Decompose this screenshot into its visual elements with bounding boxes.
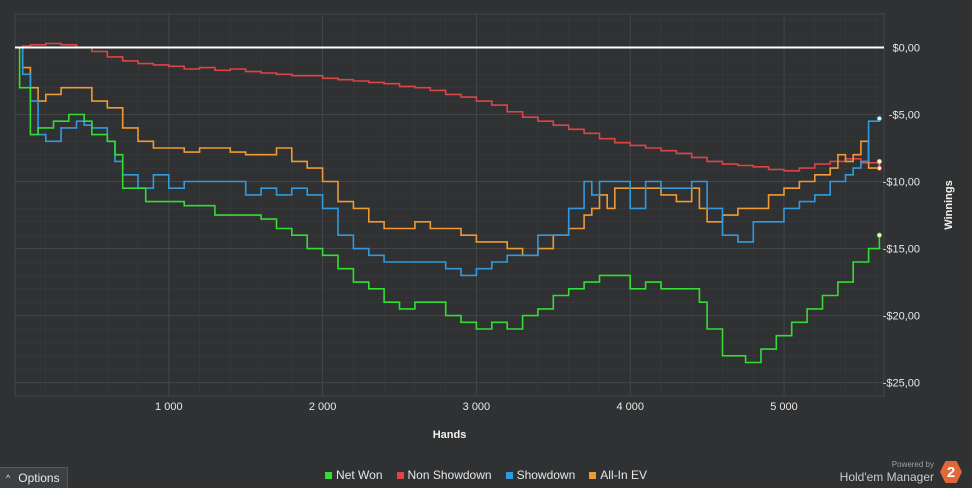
plot-frame (14, 13, 885, 397)
series-lines (15, 42, 881, 364)
legend-swatch-non-showdown (396, 471, 404, 479)
legend-item-non-showdown[interactable]: Non Showdown (396, 468, 492, 482)
caret-up-icon: ^ (6, 473, 11, 483)
y-tick-label: -$10,00 (883, 177, 920, 189)
y-tick-label: $0,00 (892, 43, 920, 55)
y-axis-title: Winnings (943, 180, 955, 229)
legend-swatch-all-in-ev (589, 471, 597, 479)
x-axis-title: Hands (433, 429, 467, 441)
series-line-non-showdown (15, 42, 881, 172)
legend-item-net-won[interactable]: Net Won (325, 468, 383, 482)
grid-lines (14, 13, 885, 397)
options-label: Options (18, 471, 60, 485)
legend-label-non-showdown: Non Showdown (407, 468, 492, 482)
series-line-showdown (15, 46, 881, 277)
chart-legend: Net Won Non Showdown Showdown All-In EV (0, 468, 972, 482)
endpoint-all-in-ev (876, 158, 882, 165)
x-tick-label: 3 000 (463, 401, 491, 413)
y-tick-label: -$20,00 (883, 311, 920, 323)
endpoint-non-showdown (876, 165, 882, 171)
legend-swatch-showdown (505, 471, 513, 479)
legend-label-all-in-ev: All-In EV (600, 468, 647, 482)
y-tick-label: -$15,00 (883, 244, 920, 256)
legend-item-all-in-ev[interactable]: All-In EV (589, 468, 647, 482)
legend-swatch-net-won (325, 471, 333, 479)
legend-label-showdown: Showdown (516, 468, 576, 482)
x-tick-label: 5 000 (770, 401, 798, 413)
series-line-net-won (15, 46, 881, 364)
endpoint-net-won (876, 232, 882, 238)
brand-name: Hold'em Manager (839, 470, 934, 484)
hem2-logo-icon: 2 (940, 461, 962, 483)
legend-label-net-won: Net Won (336, 468, 383, 482)
y-axis-ticks: $0,00 -$5,00 -$10,00 -$15,00 -$20,00 -$25,00 (883, 43, 920, 390)
x-axis-ticks: 1 000 2 000 3 000 4 000 5 000 (155, 401, 798, 413)
x-tick-label: 2 000 (309, 401, 337, 413)
series-endpoints (876, 115, 882, 238)
brand-text: Powered by Hold'em Manager (839, 460, 934, 484)
y-tick-label: -$25,00 (883, 378, 920, 390)
x-tick-label: 4 000 (616, 401, 644, 413)
options-button[interactable]: ^ Options (0, 467, 68, 488)
series-line-all-in-ev (15, 46, 881, 257)
endpoint-showdown (876, 115, 882, 122)
powered-by-text: Powered by (891, 460, 934, 469)
x-tick-label: 1 000 (155, 401, 183, 413)
brand-block: Powered by Hold'em Manager 2 (840, 458, 962, 486)
y-tick-label: -$5,00 (889, 110, 920, 122)
legend-item-showdown[interactable]: Showdown (505, 468, 576, 482)
